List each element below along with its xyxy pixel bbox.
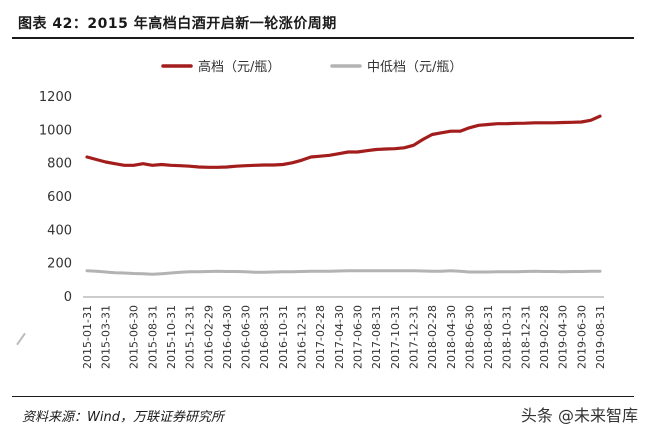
x-tick-label: 2015-03-31 — [100, 305, 113, 369]
y-tick-label: 0 — [64, 290, 72, 305]
x-tick-label: 2015-08-31 — [146, 305, 159, 369]
x-tick-label: 2016-04-30 — [221, 305, 234, 369]
y-tick-label: 1000 — [39, 123, 72, 138]
x-tick-label: 2017-02-28 — [314, 305, 327, 369]
bottom-rule — [12, 396, 634, 397]
x-tick-label: 2018-10-31 — [501, 305, 514, 369]
x-tick-label: 2016-08-31 — [258, 305, 271, 369]
y-tick-label: 600 — [47, 190, 72, 205]
figure-title: 图表 42：2015 年高档白酒开启新一轮涨价周期 — [18, 16, 337, 32]
x-tick-label: 2018-08-31 — [482, 305, 495, 369]
x-tick-label: 2018-04-30 — [445, 305, 458, 369]
x-tick-label: 2017-12-31 — [407, 305, 420, 369]
x-tick-label: 2018-12-31 — [519, 305, 532, 369]
series-line-high-end — [85, 114, 602, 169]
x-tick-label: 2017-10-31 — [389, 305, 402, 369]
x-tick-label: 2017-04-30 — [333, 305, 346, 369]
x-tick-label: 2018-02-28 — [426, 305, 439, 369]
x-axis: 2015-01-31 2015-03-31 2015-06-30 2015-08-31… — [81, 296, 607, 369]
legend-label-mid-low: 中低档（元/瓶） — [367, 60, 462, 75]
x-tick-label: 2016-06-30 — [240, 305, 253, 369]
y-tick-label: 400 — [47, 223, 72, 238]
source-note: 资料来源：Wind，万联证券研究所 — [22, 410, 224, 425]
x-tick-label: 2015-10-31 — [165, 305, 178, 369]
line-chart: 高档（元/瓶） 中低档（元/瓶） 0 200 400 600 800 1000 1200 20… — [39, 59, 607, 369]
x-tick-label: 2017-08-31 — [370, 305, 383, 369]
x-tick-label: 2015-12-31 — [184, 305, 197, 369]
y-tick-label: 200 — [47, 257, 72, 272]
watermark-text: 头条 @未来智库 — [520, 406, 638, 425]
x-tick-label: 2019-08-31 — [594, 305, 607, 369]
x-tick-label: 2018-06-30 — [463, 305, 476, 369]
x-tick-label: 2016-02-29 — [202, 305, 215, 369]
y-tick-label: 800 — [47, 157, 72, 172]
legend: 高档（元/瓶） 中低档（元/瓶） — [161, 59, 462, 75]
plot-area — [85, 114, 602, 276]
y-axis: 0 200 400 600 800 1000 1200 — [39, 90, 72, 305]
x-tick-label: 2019-06-30 — [575, 305, 588, 369]
legend-label-high-end: 高档（元/瓶） — [198, 59, 280, 75]
y-tick-label: 1200 — [39, 90, 72, 105]
top-rule — [12, 37, 634, 39]
x-tick-label: 2015-06-30 — [128, 305, 141, 369]
x-tick-label: 2017-06-30 — [351, 305, 364, 369]
x-tick-label: 2016-12-31 — [296, 305, 309, 369]
x-tick-label: 2015-01-31 — [81, 305, 94, 369]
series-line-mid-low — [85, 269, 602, 276]
x-tick-label: 2016-10-31 — [277, 305, 290, 369]
x-tick-label: 2019-04-30 — [557, 305, 570, 369]
x-tick-label: 2019-02-28 — [538, 305, 551, 369]
